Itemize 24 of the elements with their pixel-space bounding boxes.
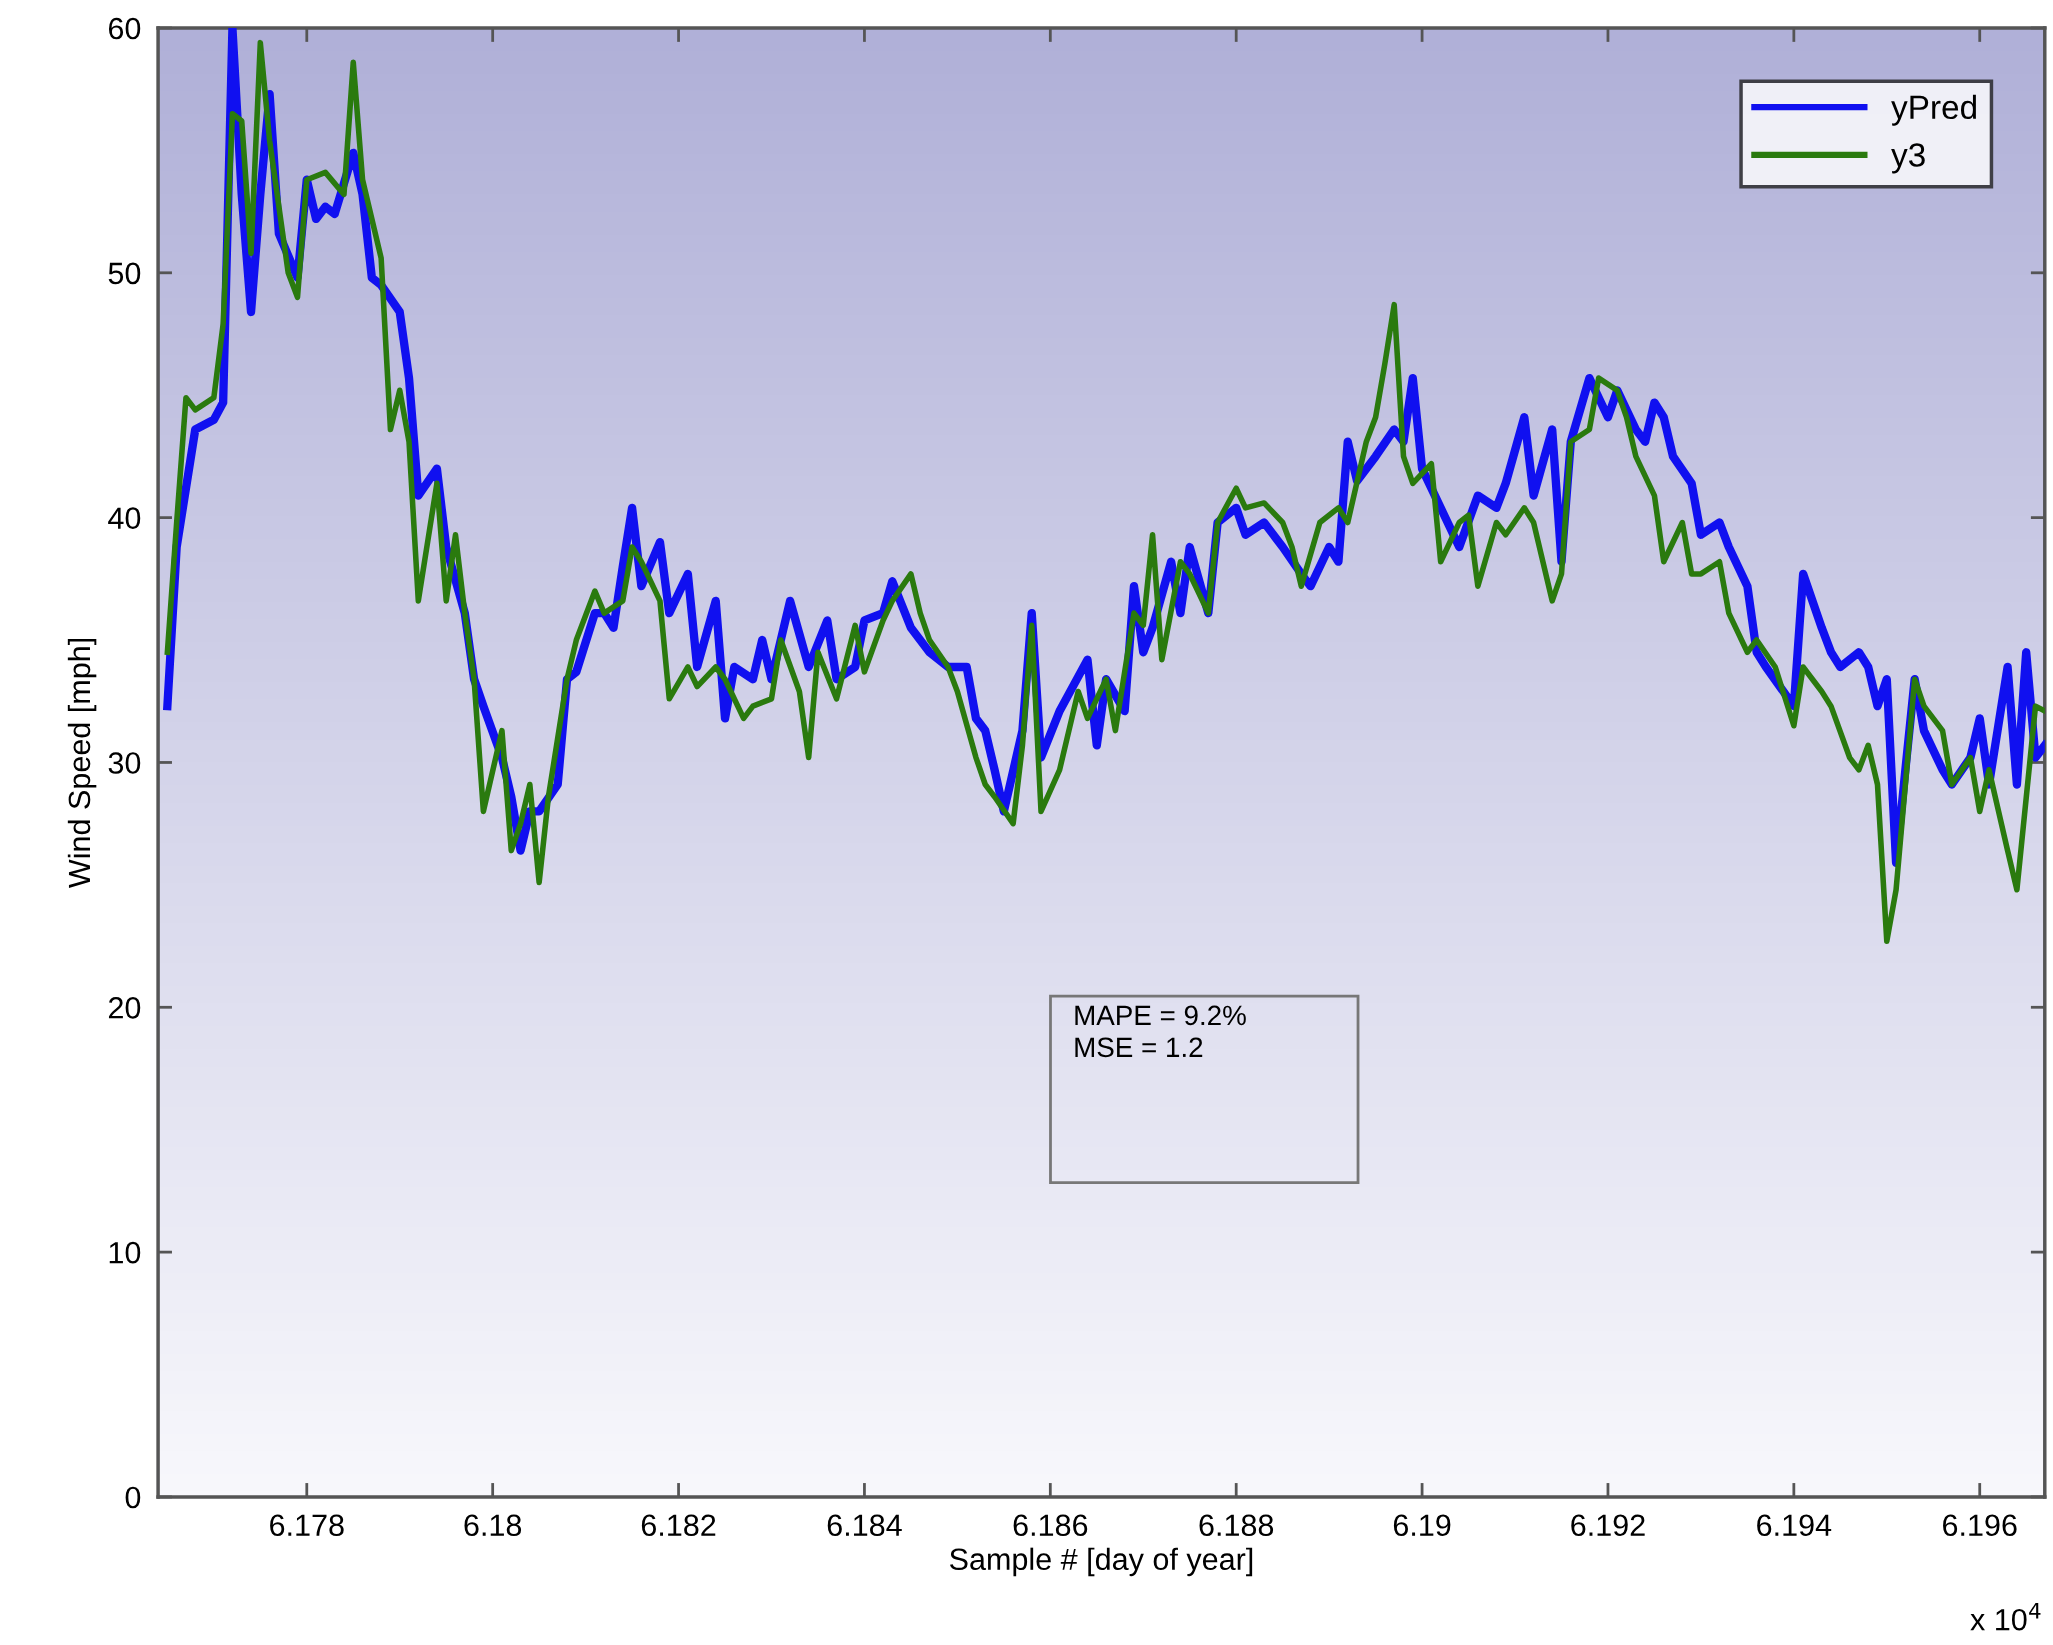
- y-tick-label: 10: [109, 1241, 141, 1264]
- y-tick-label: 30: [108, 752, 141, 774]
- text: x 10$^{4}$: [1970, 1602, 2041, 1631]
- x-tick-label: 6.194: [1757, 1514, 1832, 1537]
- x-tick-label: 6.192: [1571, 1514, 1645, 1537]
- x-tick-label: 6.18: [464, 1514, 522, 1537]
- x-tick-label: 6.182: [641, 1514, 716, 1537]
- x-tick-label: 6.188: [1199, 1514, 1274, 1537]
- annotation: MAPE = 9.2%: [1075, 1005, 1246, 1026]
- y-tick-label: 60: [108, 17, 141, 40]
- x-tick-label: 6.186: [1013, 1514, 1088, 1537]
- x-tick-label: 6.184: [827, 1514, 902, 1537]
- y-tick-label: 20: [108, 997, 141, 1019]
- legend-label: yPred: [1891, 94, 1976, 126]
- legend-label: y3: [1891, 143, 1925, 174]
- x-tick-label: 6.178: [270, 1514, 344, 1537]
- x-tick-label: 6.196: [1943, 1514, 2017, 1537]
- x-tick-label: 6.19: [1393, 1514, 1451, 1537]
- y-tick-label: 0: [125, 1486, 141, 1509]
- x-axis-title: Sample # [day of year]: [949, 1547, 1253, 1577]
- y-axis-title: Wind Speed [mph]: [67, 638, 97, 888]
- y-tick-label: 50: [108, 262, 141, 285]
- annotation: MSE = 1.2: [1075, 1037, 1203, 1058]
- y-tick-label: 40: [108, 507, 141, 529]
